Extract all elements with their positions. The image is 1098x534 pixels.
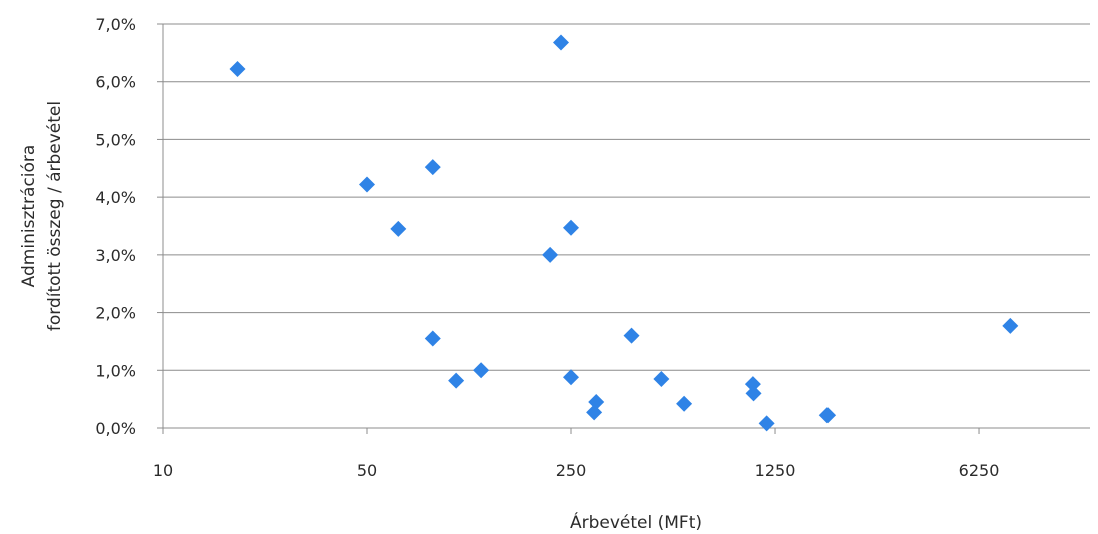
x-tick-labels: 10 50 250 1250 6250 — [153, 461, 1000, 480]
data-point — [424, 330, 441, 347]
data-point — [623, 327, 640, 344]
x-axis-title: Árbevétel (MFt) — [570, 511, 702, 533]
data-point — [359, 176, 376, 193]
data-point — [390, 220, 407, 237]
data-point — [744, 376, 761, 393]
y-tick-label: 6,0% — [95, 73, 136, 92]
gridlines — [163, 23, 1090, 371]
data-point — [653, 370, 670, 387]
data-point — [563, 369, 580, 386]
y-tick-labels: 0,0% 1,0% 2,0% 3,0% 4,0% 5,0% 6,0% 7,0% — [95, 15, 136, 438]
data-point — [1002, 317, 1019, 334]
tick-marks — [157, 23, 980, 434]
y-tick-label: 0,0% — [95, 419, 136, 438]
data-points — [229, 34, 1019, 432]
y-tick-label: 4,0% — [95, 188, 136, 207]
data-point — [586, 404, 603, 421]
data-point — [745, 385, 762, 402]
x-tick-label: 250 — [556, 461, 587, 480]
data-point — [676, 395, 693, 412]
y-tick-label: 1,0% — [95, 361, 136, 380]
y-tick-label: 5,0% — [95, 130, 136, 149]
data-point — [229, 61, 246, 78]
data-point — [588, 394, 605, 411]
x-tick-label: 50 — [357, 461, 377, 480]
y-tick-label: 3,0% — [95, 246, 136, 265]
y-tick-label: 2,0% — [95, 304, 136, 323]
y-axis-title-line-2: fordított összeg / árbevétel — [45, 101, 65, 331]
x-tick-label: 10 — [153, 461, 173, 480]
data-point — [552, 34, 569, 51]
x-tick-label: 6250 — [959, 461, 1000, 480]
data-point — [542, 246, 559, 263]
data-point — [758, 415, 775, 432]
data-point — [473, 362, 490, 379]
y-axis-title-line-1: Adminisztrációra — [19, 145, 39, 288]
data-point — [563, 219, 580, 236]
data-point — [820, 407, 837, 424]
y-axis-title: Adminisztrációra fordított összeg / árbe… — [19, 101, 65, 331]
data-point — [424, 159, 441, 176]
x-tick-label: 1250 — [755, 461, 796, 480]
y-tick-label: 7,0% — [95, 15, 136, 34]
data-point — [448, 372, 465, 389]
